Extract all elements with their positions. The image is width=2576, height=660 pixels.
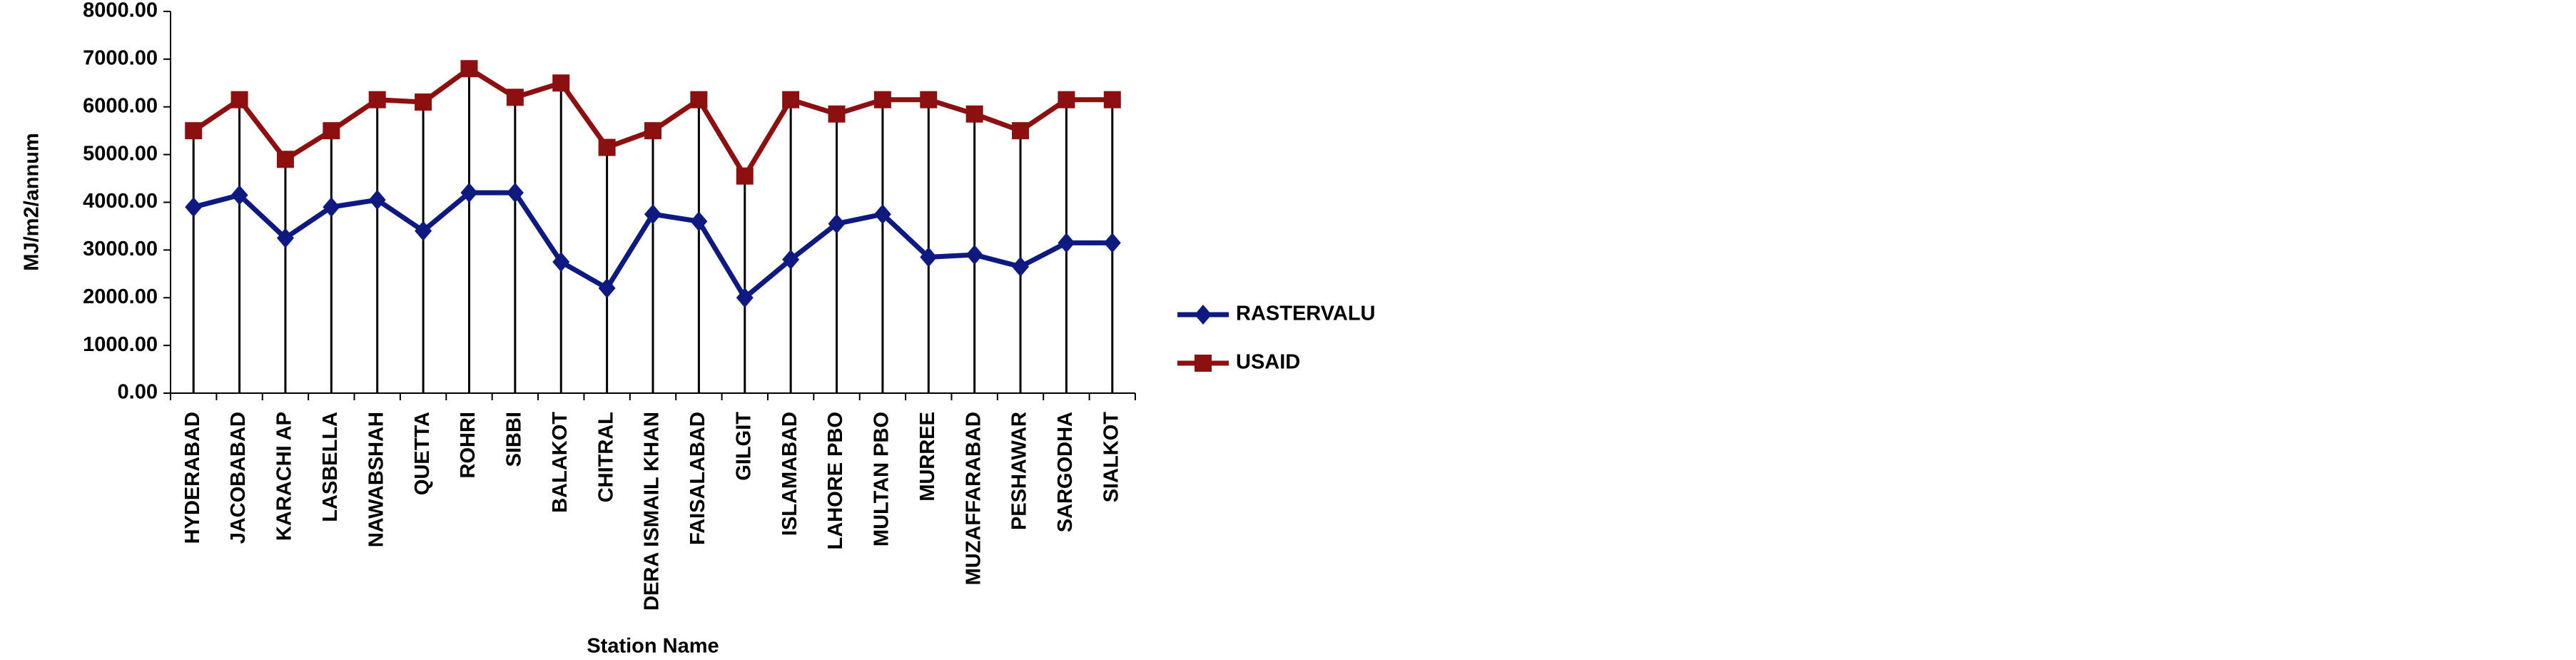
- data-point: [1058, 91, 1075, 108]
- data-point: [644, 122, 661, 140]
- data-point: [920, 91, 938, 108]
- data-point: [323, 122, 340, 140]
- data-point: [552, 74, 570, 92]
- x-tick-label: MUZAFFARABAD: [962, 412, 985, 585]
- x-tick-label: JACOBABAD: [227, 412, 250, 544]
- x-tick-label: FAISALABAD: [686, 412, 709, 545]
- data-point: [415, 93, 432, 111]
- data-point: [736, 167, 754, 185]
- data-point: [965, 245, 983, 265]
- x-tick-label: ISLAMABAD: [779, 412, 801, 536]
- data-point: [460, 183, 478, 203]
- data-point: [598, 278, 616, 298]
- data-point: [1012, 256, 1030, 277]
- data-point: [782, 249, 800, 270]
- data-point: [690, 211, 708, 232]
- data-point: [230, 91, 248, 108]
- x-tick-label: MURREE: [916, 412, 939, 502]
- data-point: [368, 190, 386, 210]
- data-point: [323, 197, 340, 218]
- data-point: [460, 60, 478, 78]
- x-tick-label: QUETTA: [411, 412, 434, 495]
- data-point: [276, 228, 294, 248]
- data-point: [506, 88, 524, 106]
- data-point: [736, 288, 754, 308]
- y-tick-label: 4000.00: [83, 190, 158, 213]
- legend-label: RASTERVALU: [1236, 303, 1376, 325]
- x-tick-label: PESHAWAR: [1008, 412, 1031, 530]
- y-tick-label: 2000.00: [83, 285, 158, 308]
- data-point: [828, 105, 846, 123]
- x-tick-label: SIALKOT: [1100, 412, 1122, 503]
- data-point: [782, 91, 800, 108]
- x-tick-label: SARGODHA: [1054, 412, 1077, 532]
- y-tick-label: 6000.00: [83, 94, 158, 117]
- data-point: [1103, 233, 1121, 253]
- y-tick-label: 1000.00: [83, 333, 158, 356]
- y-axis-label: MJ/m2/annum: [21, 133, 44, 270]
- data-point: [873, 91, 891, 108]
- data-point: [1103, 91, 1121, 108]
- x-tick-label: GILGIT: [732, 412, 755, 481]
- x-tick-label: SIBBI: [503, 412, 526, 467]
- x-tick-label: DERA ISMAIL KHAN: [641, 412, 664, 611]
- data-point: [415, 220, 432, 241]
- legend-marker: [1195, 305, 1212, 325]
- x-tick-label: HYDERABAD: [181, 412, 204, 544]
- data-point: [920, 247, 938, 268]
- y-tick-label: 5000.00: [83, 142, 158, 165]
- y-tick-label: 3000.00: [83, 238, 158, 260]
- x-tick-label: LAHORE PBO: [824, 412, 847, 549]
- data-point: [828, 213, 846, 234]
- data-point: [506, 183, 524, 203]
- y-tick-label: 7000.00: [83, 47, 158, 70]
- data-point: [230, 185, 248, 205]
- x-tick-label: KARACHI AP: [273, 412, 296, 541]
- x-axis-label: Station Name: [587, 635, 719, 658]
- legend-label: USAID: [1236, 351, 1300, 374]
- legend-marker: [1195, 355, 1212, 372]
- data-point: [644, 204, 661, 225]
- x-tick-label: CHITRAL: [594, 412, 617, 502]
- data-point: [1058, 233, 1075, 253]
- data-point: [368, 91, 386, 108]
- x-tick-label: BALAKOT: [549, 412, 572, 513]
- y-tick-label: 0.00: [118, 381, 158, 404]
- y-tick-label: 8000.00: [83, 0, 158, 22]
- data-point: [965, 105, 983, 123]
- data-point: [185, 197, 203, 218]
- data-point: [185, 122, 203, 140]
- data-point: [690, 91, 708, 108]
- data-point: [598, 138, 616, 156]
- data-point: [1012, 122, 1030, 140]
- data-point: [552, 252, 570, 273]
- x-tick-label: ROHRI: [457, 412, 480, 478]
- x-tick-label: LASBELLA: [319, 412, 342, 522]
- x-tick-label: NAWABSHAH: [365, 412, 387, 547]
- data-point: [873, 204, 891, 225]
- x-tick-label: MULTAN PBO: [871, 412, 893, 547]
- data-point: [276, 151, 294, 168]
